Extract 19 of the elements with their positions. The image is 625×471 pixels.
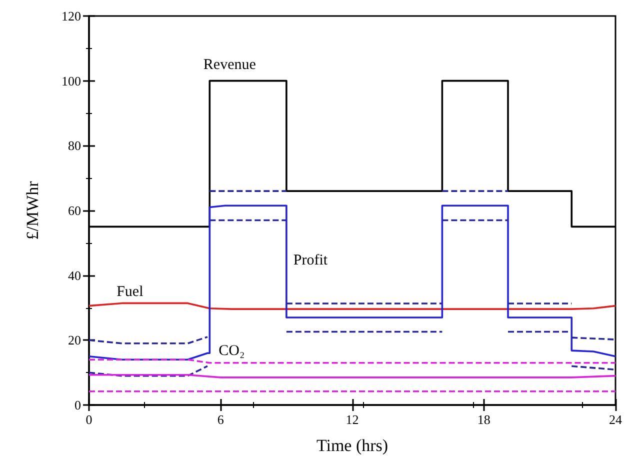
x-tick-label: 12 (346, 412, 359, 427)
y-tick-label: 80 (68, 138, 81, 154)
x-tick-label: 24 (609, 412, 622, 427)
y-axis-title: £/MWhr (23, 180, 42, 240)
y-tick-label: 20 (68, 332, 81, 348)
y-tick-label: 0 (74, 398, 81, 412)
line-series (88, 204, 616, 361)
y-tick-label: 100 (62, 73, 81, 88)
y-tick-label: 120 (62, 8, 81, 24)
series-label: Profit (293, 252, 328, 268)
x-tick-label: 0 (86, 412, 92, 427)
series-label: Revenue (203, 56, 256, 73)
x-axis-title: Time (hrs) (316, 436, 388, 455)
y-tick-label: 40 (68, 268, 81, 283)
x-tick-label: 6 (217, 412, 224, 427)
series-label: CO₂ (218, 342, 245, 359)
series-label: Fuel (116, 284, 144, 300)
y-tick-label: 60 (68, 203, 81, 218)
x-tick-label: 18 (477, 412, 490, 427)
